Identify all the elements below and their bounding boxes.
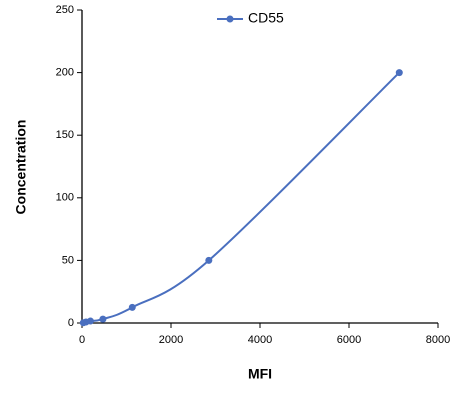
legend-marker bbox=[226, 15, 234, 23]
y-tick-label: 50 bbox=[62, 254, 74, 266]
point bbox=[395, 69, 403, 77]
point bbox=[99, 315, 107, 323]
x-tick-label: 6000 bbox=[337, 334, 361, 346]
x-tick-label: 0 bbox=[79, 334, 85, 346]
x-tick-label: 4000 bbox=[248, 334, 272, 346]
point bbox=[128, 303, 136, 311]
point bbox=[86, 317, 94, 325]
y-tick-label: 0 bbox=[68, 317, 74, 329]
x-tick-label: 2000 bbox=[159, 334, 183, 346]
x-tick-label: 8000 bbox=[426, 334, 450, 346]
point bbox=[205, 256, 213, 264]
y-tick-label: 150 bbox=[56, 129, 74, 141]
y-axis-title: Concentration bbox=[13, 120, 29, 215]
y-tick-label: 100 bbox=[56, 192, 74, 204]
y-tick-label: 250 bbox=[56, 4, 74, 16]
line bbox=[83, 71, 400, 324]
y-tick-label: 200 bbox=[56, 67, 74, 79]
x-axis-title: MFI bbox=[248, 366, 272, 382]
legend-text: CD55 bbox=[248, 10, 284, 26]
